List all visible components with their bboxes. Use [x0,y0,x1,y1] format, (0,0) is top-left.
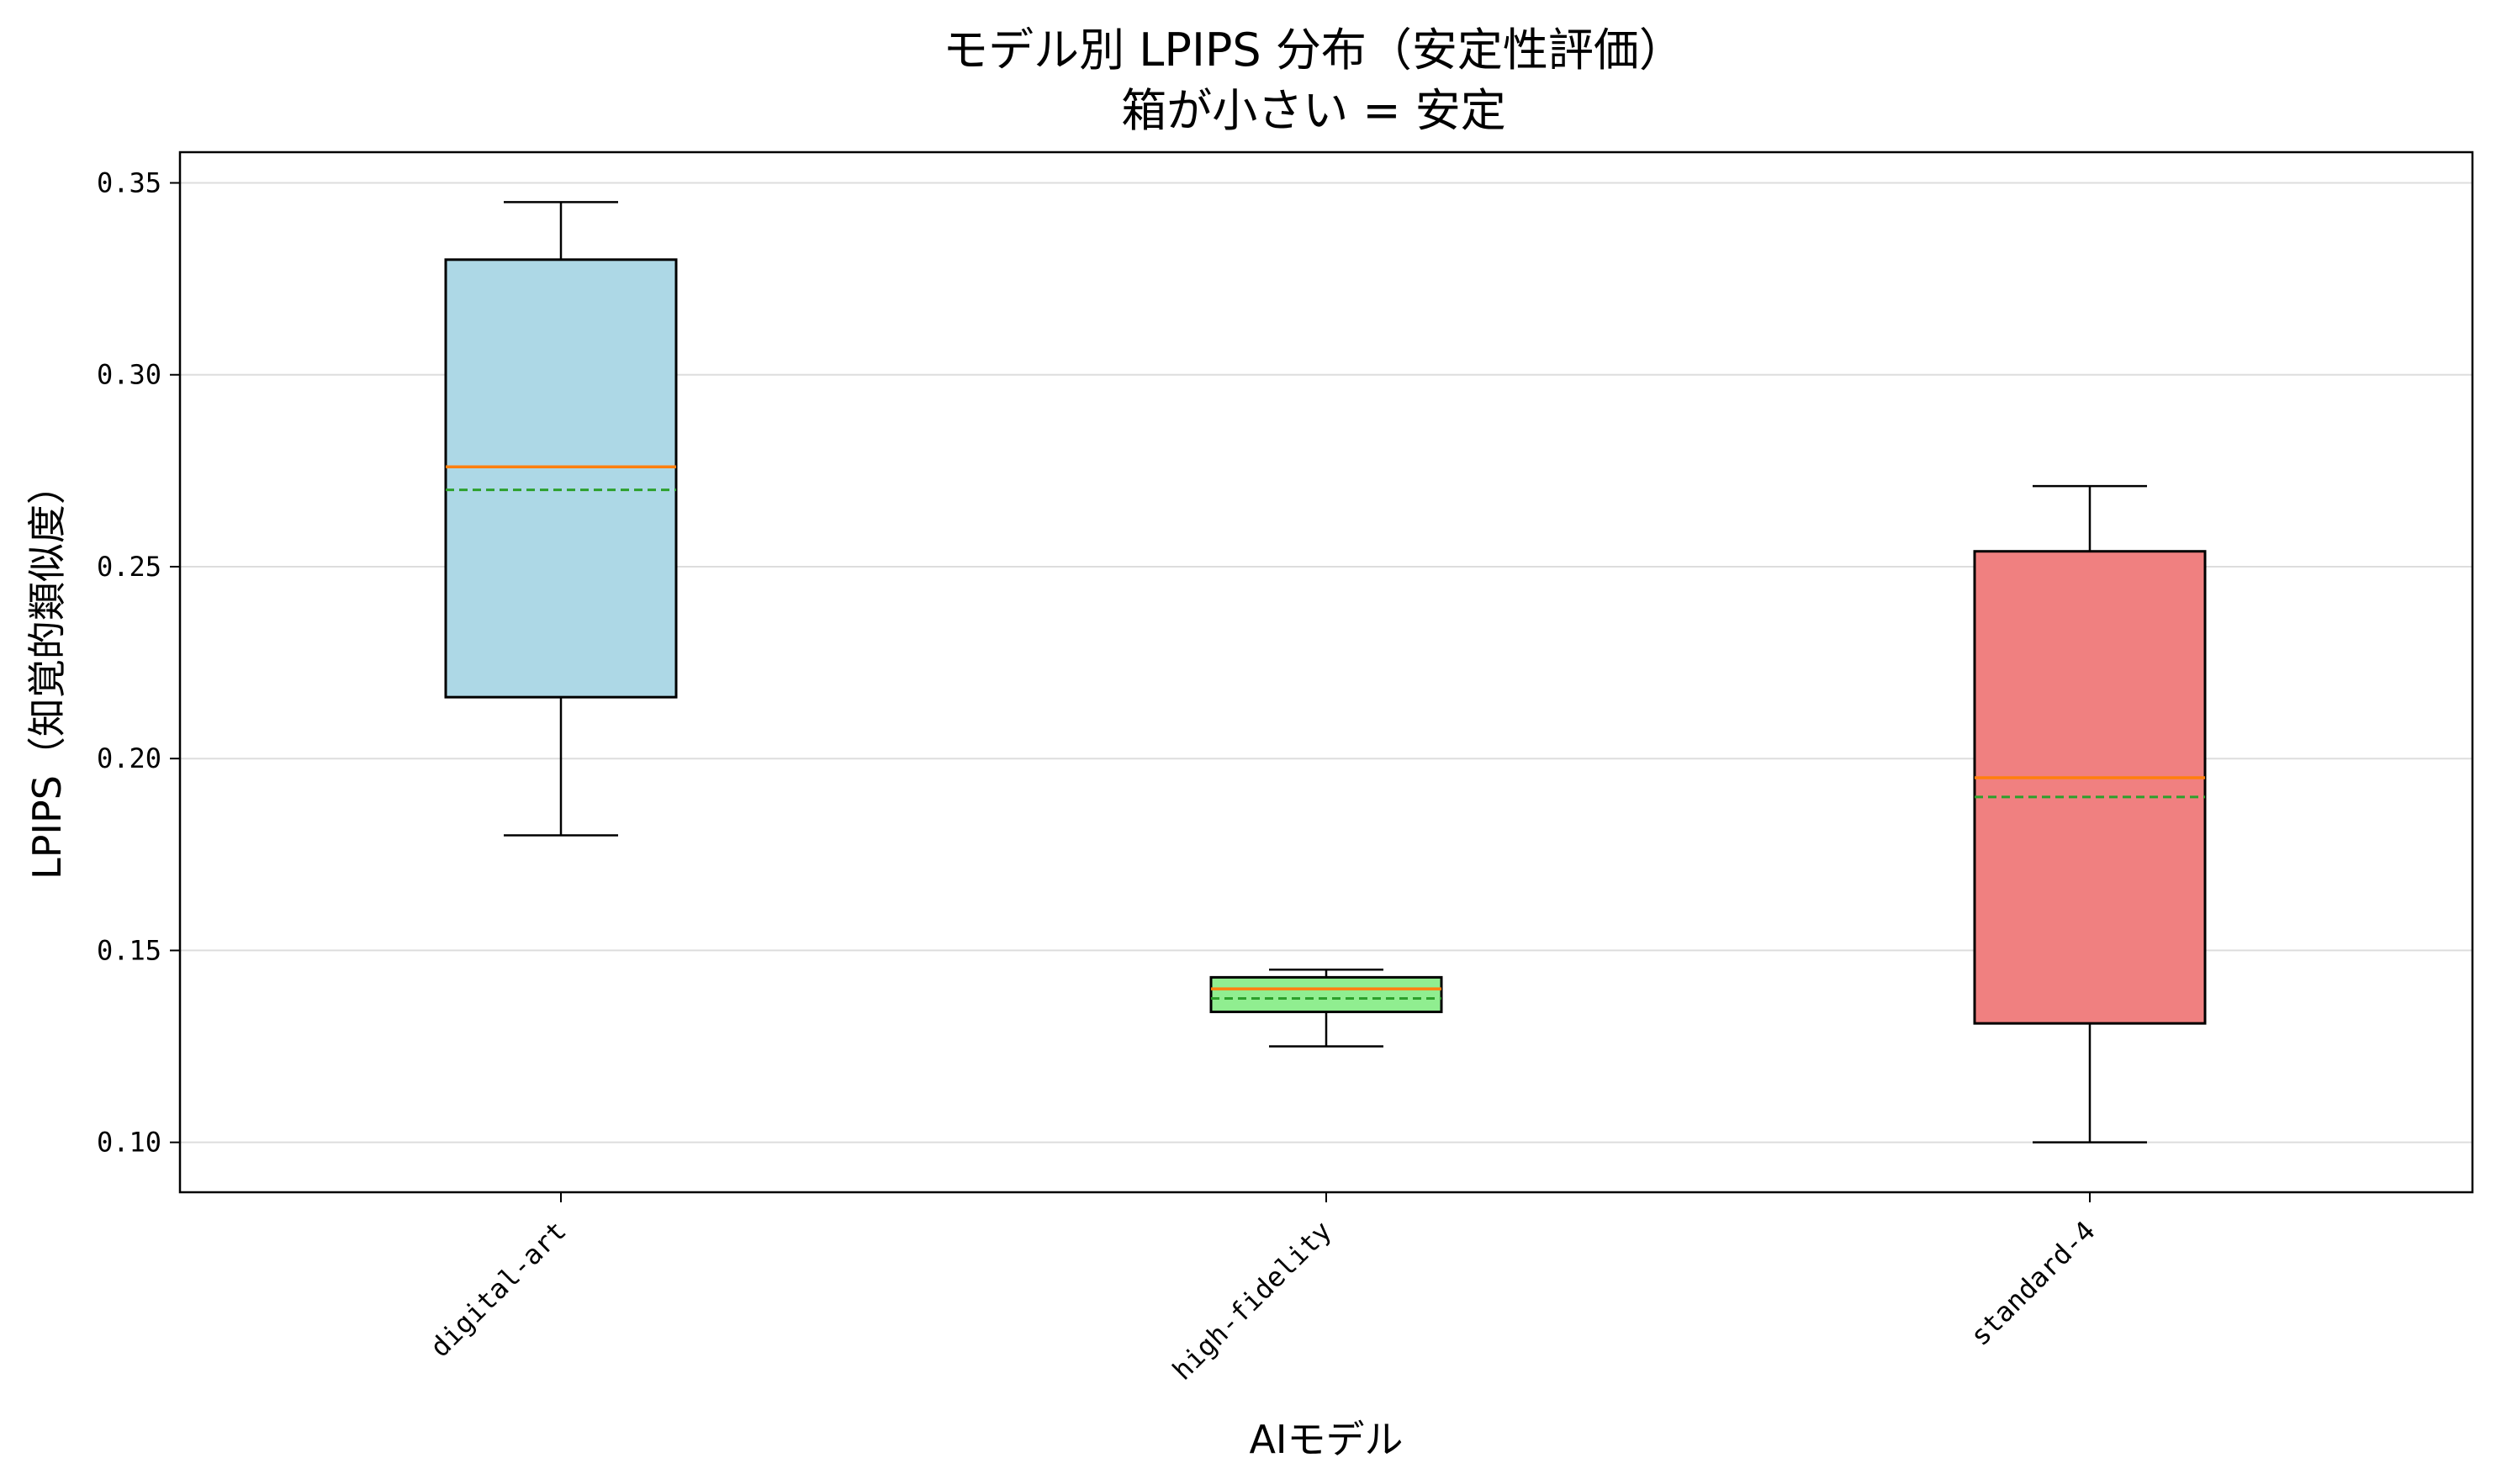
x-tick-label: standard-4 [1965,1215,2102,1352]
box-group [444,201,2207,1143]
x-tick-label: high-fidelity [1166,1215,1338,1386]
box-high-fidelity [1209,975,1443,1013]
y-axis-label: LPIPS（知覚的類似度） [24,466,70,879]
chart-subtitle: 箱が小さい = 安定 [1121,84,1506,137]
y-tick-label: 0.15 [97,934,161,966]
box-standard-4 [1973,550,2207,1025]
y-tick-label: 0.30 [97,359,161,391]
box-digital-art [444,258,678,699]
y-tick-label: 0.35 [97,167,161,199]
y-tick-label: 0.20 [97,742,161,774]
x-axis: digital-art high-fidelity standard-4 [424,1192,2102,1386]
y-tick-label: 0.10 [97,1127,161,1159]
y-tick-label: 0.25 [97,551,161,583]
y-axis: 0.10 0.15 0.20 0.25 0.30 0.35 [97,167,180,1159]
x-tick-label: digital-art [424,1215,573,1364]
x-axis-label: AIモデル [1249,1417,1403,1462]
chart-title: モデル別 LPIPS 分布（安定性評価） [943,24,1684,77]
